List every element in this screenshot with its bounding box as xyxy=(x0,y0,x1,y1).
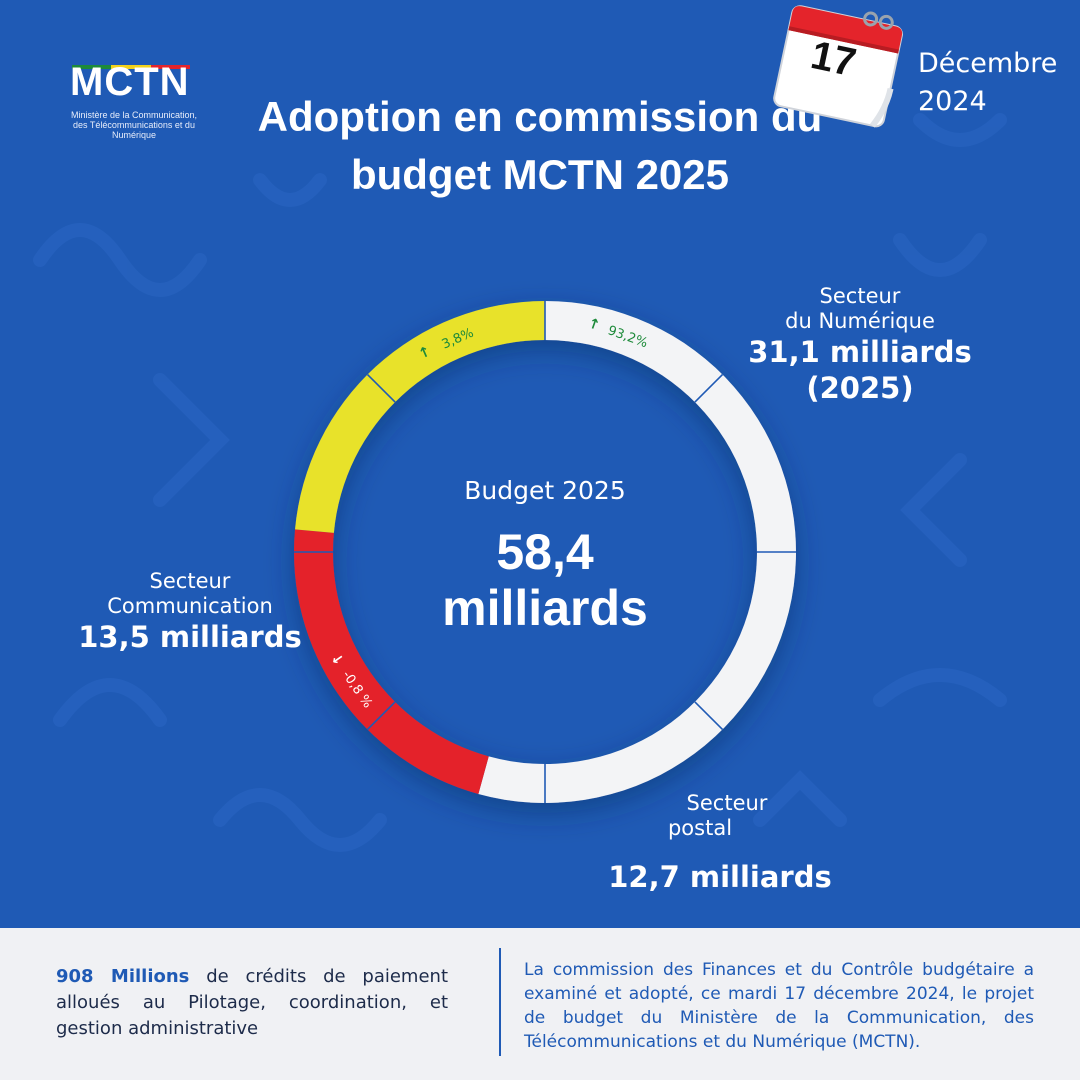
label-numerique: Secteur du Numérique 31,1 milliards (202… xyxy=(740,284,980,406)
calendar-day: 17 xyxy=(807,33,860,85)
label-numerique-value-1: 31,1 milliards xyxy=(748,335,972,369)
arrow-up-icon: ↑ xyxy=(586,315,602,334)
ring-divider-7 xyxy=(366,373,396,403)
ring-segment-1 xyxy=(294,529,489,794)
label-numerique-name-2: du Numérique xyxy=(785,309,935,333)
ring-segment-0 xyxy=(478,301,796,803)
label-postal-name-1: Secteur xyxy=(686,791,768,815)
flag-stripe xyxy=(72,54,190,69)
date-year: 2024 xyxy=(918,86,987,117)
date-month: Décembre xyxy=(918,48,1058,79)
mctn-logo: MCTN Ministère de la Communication, des … xyxy=(62,48,202,148)
label-postal-value: 12,7 milliards xyxy=(608,860,832,894)
calendar-icon: 17 xyxy=(773,5,903,128)
footer-left-text: 908 Millions de crédits de paiement allo… xyxy=(56,964,448,1042)
footer xyxy=(0,928,1080,1080)
page-title: Adoption en commission du budget MCTN 20… xyxy=(257,93,823,198)
label-communication-name-1: Secteur xyxy=(149,569,231,593)
background-pattern xyxy=(0,0,1080,928)
label-postal: Secteur postal 12,7 milliards xyxy=(600,791,840,895)
footer-divider xyxy=(499,948,501,1056)
footer-left-body: de crédits de paiement alloués au Pilota… xyxy=(56,966,448,1039)
ring-divider-3 xyxy=(694,701,724,731)
label-numerique-name-1: Secteur xyxy=(819,284,901,308)
footer-right-text: La commission des Finances et du Contrôl… xyxy=(524,960,1034,1052)
budget-ring-chart: ↑ 93,2%↓-0,8 %↑3,8% xyxy=(294,301,796,803)
logo-title: MCTN xyxy=(70,60,190,104)
label-communication: Secteur Communication 13,5 milliards xyxy=(70,569,310,655)
ring-segment-2 xyxy=(295,301,545,533)
label-communication-name-2: Communication xyxy=(107,594,273,618)
label-communication-value: 13,5 milliards xyxy=(78,620,302,654)
label-numerique-value-2: (2025) xyxy=(806,371,914,405)
center-total-number: 58,4 xyxy=(496,524,594,580)
ring-divider-1 xyxy=(694,373,724,403)
label-postal-name-2: postal xyxy=(667,816,733,840)
center-caption: Budget 2025 xyxy=(464,476,626,505)
logo-subtitle: Ministère de la Communication, des Téléc… xyxy=(70,110,198,140)
ring-divider-5 xyxy=(366,701,396,731)
footer-left-bold: 908 Millions xyxy=(56,966,190,987)
center-total-unit: milliards xyxy=(442,580,648,636)
center-total: 58,4 milliards xyxy=(395,524,695,636)
